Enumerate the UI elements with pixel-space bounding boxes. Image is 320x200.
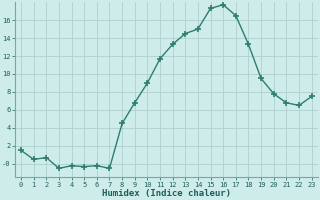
X-axis label: Humidex (Indice chaleur): Humidex (Indice chaleur) bbox=[102, 189, 231, 198]
